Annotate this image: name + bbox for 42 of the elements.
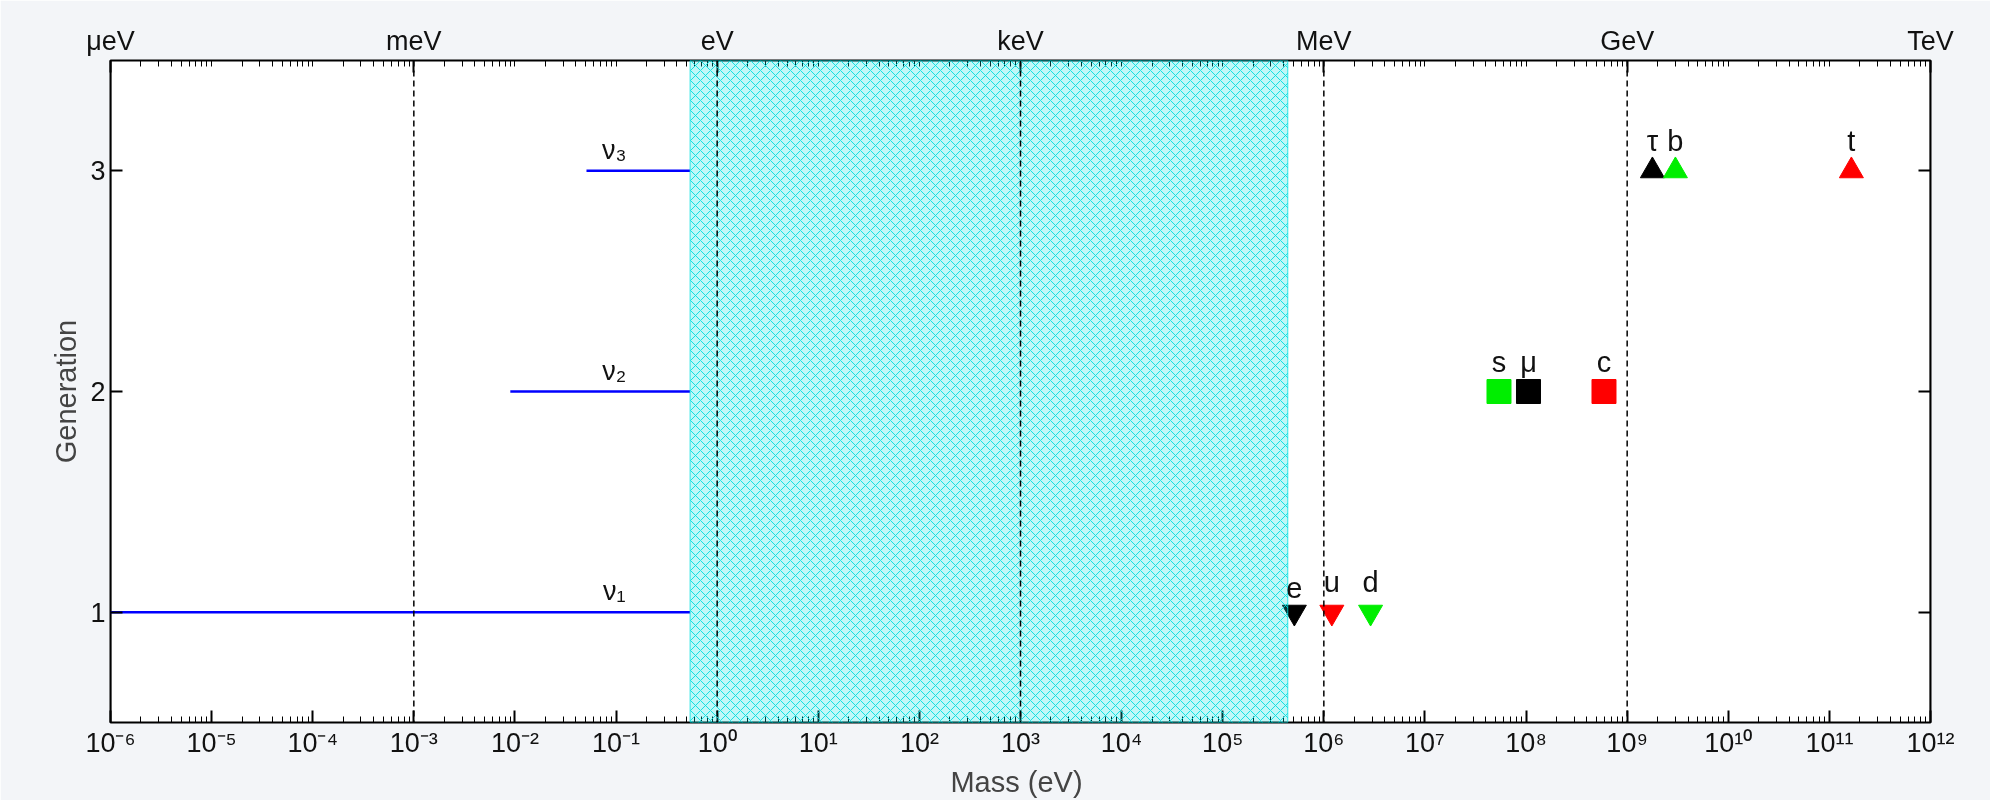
x-tick-label: 10¹² [1906, 727, 1955, 758]
series-label: b [1667, 124, 1684, 157]
x-tick-label: 10⁻⁶ [85, 727, 136, 758]
x-tick-label: 10⁻⁴ [287, 727, 339, 758]
x-tick-label: 10⁻¹ [592, 727, 641, 758]
series-label: s [1491, 345, 1507, 378]
y-tick-label: 1 [90, 597, 106, 628]
y-axis-title: Generation [50, 319, 83, 464]
x-tick-label: 10⁸ [1505, 727, 1547, 758]
x-tick-label: 10¹⁰ [1704, 727, 1753, 758]
ref-line-label: μeV [86, 25, 135, 56]
x-tick-label: 10³ [1000, 727, 1041, 758]
ref-line-label: MeV [1296, 25, 1352, 56]
series-label: ν₁ [602, 576, 626, 607]
series-label: τ [1646, 124, 1659, 157]
x-tick-label: 10⁵ [1202, 727, 1244, 758]
x-tick-label: 10⁶ [1303, 727, 1345, 758]
series-label: t [1847, 124, 1856, 157]
x-axis-title: Mass (eV) [950, 765, 1083, 798]
series-label: ν₂ [602, 355, 627, 386]
series-label: ν₃ [602, 134, 627, 165]
x-tick-label: 10⁰ [697, 727, 737, 758]
ref-line-label: GeV [1600, 25, 1655, 56]
x-tick-label: 10⁻² [490, 727, 539, 758]
x-tick-label: 10² [899, 727, 939, 758]
y-tick-label: 2 [90, 377, 106, 407]
x-tick-label: 10⁻³ [389, 727, 438, 758]
x-tick-label: 10⁷ [1405, 727, 1445, 758]
x-tick-label: 10¹¹ [1805, 727, 1854, 758]
series-label: μ [1520, 345, 1537, 378]
y-tick-label: 3 [90, 156, 106, 187]
series-label: c [1596, 345, 1612, 378]
x-tick-label: 10⁴ [1100, 727, 1143, 758]
x-tick-label: 10⁻⁵ [186, 727, 237, 758]
series-label: d [1362, 566, 1379, 599]
ref-line-label: TeV [1907, 25, 1954, 56]
ref-line-label: eV [700, 25, 734, 56]
ref-line-label: keV [997, 25, 1044, 56]
x-tick-label: 10⁹ [1606, 727, 1648, 758]
ref-line-label: meV [386, 25, 442, 56]
x-tick-label: 10¹ [798, 727, 838, 758]
series-label: u [1323, 566, 1340, 599]
